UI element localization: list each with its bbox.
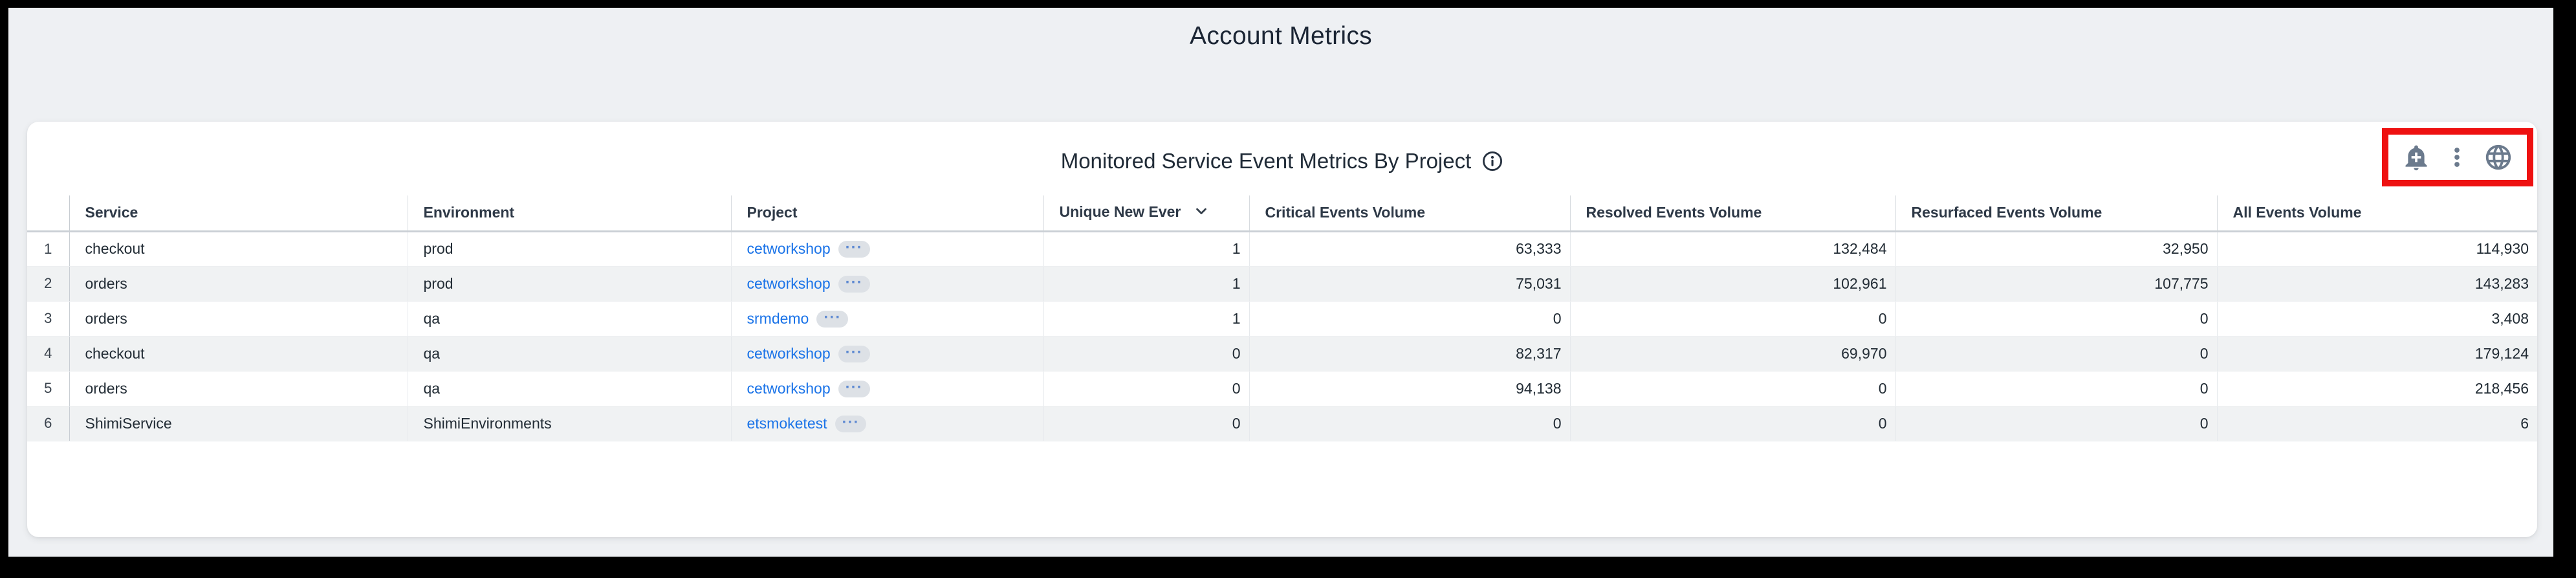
row-index: 1 bbox=[27, 231, 69, 267]
cell-resolved-events-volume: 132,484 bbox=[1569, 231, 1895, 267]
cell-project: cetworkshop ··· bbox=[730, 231, 1043, 267]
row-index: 4 bbox=[27, 336, 69, 372]
column-header-resurfaced-events-volume[interactable]: Resurfaced Events Volume bbox=[1895, 195, 2217, 232]
cell-critical-events-volume: 0 bbox=[1249, 301, 1570, 337]
cell-environment: ShimiEnvironments bbox=[407, 406, 731, 441]
cell-all-events-volume: 6 bbox=[2216, 406, 2537, 441]
cell-unique-new-ever: 0 bbox=[1043, 336, 1249, 372]
cell-resolved-events-volume: 69,970 bbox=[1569, 336, 1895, 372]
cell-project: cetworkshop ··· bbox=[730, 371, 1043, 406]
column-header-all-events-volume[interactable]: All Events Volume bbox=[2216, 195, 2537, 232]
cell-unique-new-ever: 0 bbox=[1043, 371, 1249, 406]
column-header-environment[interactable]: Environment bbox=[407, 195, 731, 232]
cell-environment: prod bbox=[407, 266, 731, 302]
cell-project: srmdemo ··· bbox=[730, 301, 1043, 337]
table-row: 5 orders qa cetworkshop ··· 0 94,138 0 0 … bbox=[27, 371, 2537, 406]
cell-resolved-events-volume: 0 bbox=[1569, 406, 1895, 441]
column-header-critical-events-volume[interactable]: Critical Events Volume bbox=[1249, 195, 1570, 232]
project-more-badge[interactable]: ··· bbox=[838, 274, 870, 293]
cell-critical-events-volume: 82,317 bbox=[1249, 336, 1570, 372]
project-link[interactable]: cetworkshop bbox=[747, 274, 831, 292]
widget-title: Monitored Service Event Metrics By Proje… bbox=[1060, 149, 1472, 173]
metrics-widget-card: Monitored Service Event Metrics By Proje… bbox=[27, 122, 2537, 537]
column-header-project[interactable]: Project bbox=[730, 195, 1043, 232]
table-row: 1 checkout prod cetworkshop ··· 1 63,333 … bbox=[27, 231, 2537, 267]
cell-service: checkout bbox=[69, 231, 408, 267]
cell-environment: prod bbox=[407, 231, 731, 267]
cell-service: orders bbox=[69, 371, 408, 406]
project-more-badge[interactable]: ··· bbox=[838, 379, 870, 397]
cell-project: cetworkshop ··· bbox=[730, 266, 1043, 302]
cell-all-events-volume: 179,124 bbox=[2216, 336, 2537, 372]
cell-environment: qa bbox=[407, 301, 731, 337]
cell-resurfaced-events-volume: 32,950 bbox=[1895, 231, 2217, 267]
cell-service: orders bbox=[69, 301, 408, 337]
table-row: 2 orders prod cetworkshop ··· 1 75,031 10… bbox=[27, 266, 2537, 302]
cell-resurfaced-events-volume: 0 bbox=[1895, 406, 2217, 441]
project-link[interactable]: cetworkshop bbox=[747, 344, 831, 362]
cell-critical-events-volume: 63,333 bbox=[1249, 231, 1570, 267]
cell-service: checkout bbox=[69, 336, 408, 372]
add-alert-bell-icon[interactable] bbox=[2402, 143, 2430, 172]
project-link[interactable]: cetworkshop bbox=[747, 240, 831, 257]
globe-icon[interactable] bbox=[2483, 142, 2513, 172]
cell-project: etsmoketest ··· bbox=[730, 406, 1043, 441]
cell-resurfaced-events-volume: 0 bbox=[1895, 301, 2217, 337]
page-title: Account Metrics bbox=[1190, 22, 1372, 50]
column-header-unique-new-ever[interactable]: Unique New Ever bbox=[1043, 195, 1249, 232]
project-more-badge[interactable]: ··· bbox=[838, 344, 870, 362]
table-row: 6 ShimiService ShimiEnvironments etsmoke… bbox=[27, 406, 2537, 441]
info-icon[interactable] bbox=[1481, 151, 1503, 177]
cell-critical-events-volume: 94,138 bbox=[1249, 371, 1570, 406]
annotation-highlight-box bbox=[2382, 128, 2533, 186]
cell-all-events-volume: 218,456 bbox=[2216, 371, 2537, 406]
cell-unique-new-ever: 1 bbox=[1043, 266, 1249, 302]
table-row: 3 orders qa srmdemo ··· 1 0 0 0 3,408 bbox=[27, 301, 2537, 337]
cell-critical-events-volume: 0 bbox=[1249, 406, 1570, 441]
cell-service: ShimiService bbox=[69, 406, 408, 441]
cell-all-events-volume: 143,283 bbox=[2216, 266, 2537, 302]
project-more-badge[interactable]: ··· bbox=[838, 240, 870, 258]
cell-service: orders bbox=[69, 266, 408, 302]
column-header-resolved-events-volume[interactable]: Resolved Events Volume bbox=[1569, 195, 1895, 232]
cell-all-events-volume: 3,408 bbox=[2216, 301, 2537, 337]
chevron-down-icon[interactable] bbox=[1192, 206, 1210, 223]
row-index: 5 bbox=[27, 371, 69, 406]
widget-title-row: Monitored Service Event Metrics By Proje… bbox=[27, 149, 2537, 177]
column-header-label: Unique New Ever bbox=[1059, 203, 1181, 220]
cell-unique-new-ever: 1 bbox=[1043, 301, 1249, 337]
cell-resolved-events-volume: 0 bbox=[1569, 371, 1895, 406]
row-index: 2 bbox=[27, 266, 69, 302]
cell-critical-events-volume: 75,031 bbox=[1249, 266, 1570, 302]
table-row: 4 checkout qa cetworkshop ··· 0 82,317 69… bbox=[27, 336, 2537, 372]
table-header-row: Service Environment Project Unique New E… bbox=[27, 195, 2537, 232]
cell-resurfaced-events-volume: 107,775 bbox=[1895, 266, 2217, 302]
row-index: 6 bbox=[27, 406, 69, 441]
cell-all-events-volume: 114,930 bbox=[2216, 231, 2537, 267]
cell-environment: qa bbox=[407, 371, 731, 406]
cell-environment: qa bbox=[407, 336, 731, 372]
cell-resolved-events-volume: 102,961 bbox=[1569, 266, 1895, 302]
cell-resurfaced-events-volume: 0 bbox=[1895, 371, 2217, 406]
row-index: 3 bbox=[27, 301, 69, 337]
project-more-badge[interactable]: ··· bbox=[835, 414, 867, 432]
cell-unique-new-ever: 0 bbox=[1043, 406, 1249, 441]
project-link[interactable]: cetworkshop bbox=[747, 379, 831, 397]
dashboard-page: Account Metrics Monitored Service Event … bbox=[8, 8, 2553, 557]
cell-project: cetworkshop ··· bbox=[730, 336, 1043, 372]
row-number-header bbox=[27, 195, 69, 232]
cell-unique-new-ever: 1 bbox=[1043, 231, 1249, 267]
project-link[interactable]: srmdemo bbox=[747, 309, 809, 327]
project-more-badge[interactable]: ··· bbox=[816, 309, 849, 328]
project-link[interactable]: etsmoketest bbox=[747, 414, 827, 432]
cell-resolved-events-volume: 0 bbox=[1569, 301, 1895, 337]
column-header-service[interactable]: Service bbox=[69, 195, 408, 232]
cell-resurfaced-events-volume: 0 bbox=[1895, 336, 2217, 372]
metrics-table: Service Environment Project Unique New E… bbox=[27, 195, 2537, 441]
more-options-kebab-icon[interactable] bbox=[2444, 144, 2470, 170]
